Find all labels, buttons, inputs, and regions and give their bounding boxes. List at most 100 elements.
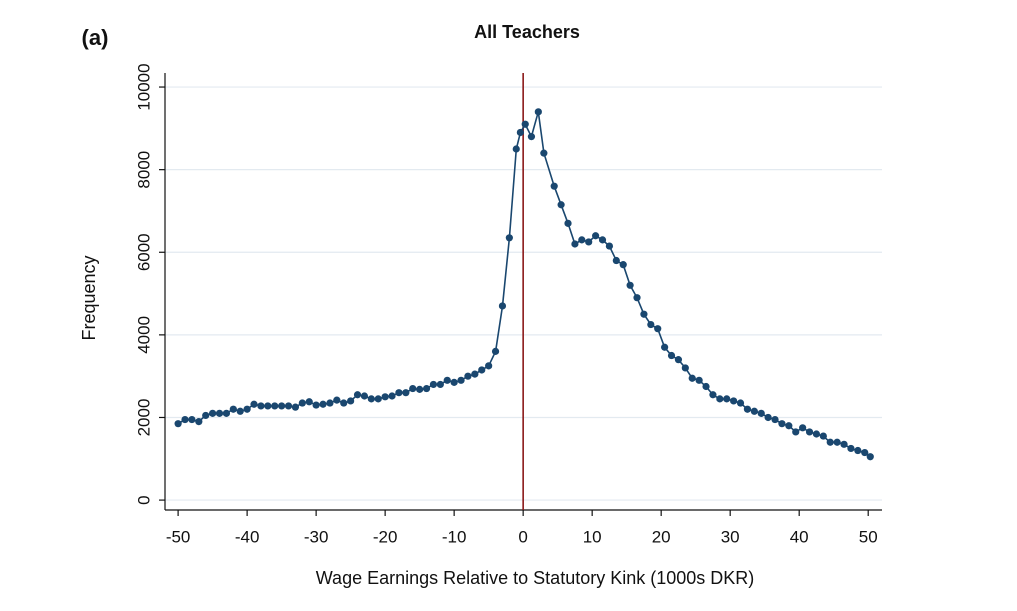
data-point xyxy=(278,402,286,410)
data-point xyxy=(612,256,620,265)
data-point xyxy=(464,372,472,380)
data-point xyxy=(736,399,745,407)
data-point xyxy=(436,380,444,389)
data-point xyxy=(812,430,821,438)
data-point xyxy=(861,448,869,457)
data-point xyxy=(457,376,465,384)
x-tick-label: 50 xyxy=(859,527,878,546)
data-point xyxy=(792,428,800,436)
data-point xyxy=(478,366,486,374)
data-point xyxy=(626,281,634,289)
data-point xyxy=(534,108,542,116)
data-point xyxy=(540,149,548,157)
data-point xyxy=(429,380,438,389)
data-point xyxy=(521,120,529,128)
data-point xyxy=(730,397,738,405)
data-point xyxy=(757,409,765,417)
y-tick-label: 4000 xyxy=(134,316,153,354)
data-point xyxy=(202,411,210,420)
data-point xyxy=(381,393,389,401)
data-point xyxy=(422,384,431,393)
data-point xyxy=(443,376,451,384)
x-tick-label: -40 xyxy=(235,527,260,546)
data-point xyxy=(716,395,724,403)
data-point xyxy=(654,325,662,333)
data-point xyxy=(333,396,341,404)
data-point xyxy=(215,409,224,417)
data-point xyxy=(667,351,676,360)
x-tick-label: -30 xyxy=(304,527,329,546)
data-point xyxy=(516,128,524,137)
y-tick-label: 6000 xyxy=(134,233,153,271)
data-point xyxy=(229,405,237,413)
data-point xyxy=(257,402,265,410)
x-tick-label: -10 xyxy=(442,527,467,546)
data-point xyxy=(771,415,779,424)
data-point xyxy=(319,400,327,408)
data-point xyxy=(819,432,827,440)
y-tick-label: 2000 xyxy=(134,399,153,437)
data-point xyxy=(471,370,479,378)
data-point xyxy=(527,133,536,141)
data-point xyxy=(360,392,369,400)
data-point xyxy=(564,219,572,227)
data-point xyxy=(854,446,862,455)
data-point xyxy=(633,294,641,302)
panel-label: (a) xyxy=(82,25,109,50)
data-point xyxy=(374,395,382,403)
data-point xyxy=(709,391,717,399)
data-point xyxy=(805,428,814,436)
y-axis-label: Frequency xyxy=(79,255,99,340)
data-point xyxy=(491,347,500,355)
y-tick-label: 10000 xyxy=(134,63,153,110)
data-point xyxy=(195,418,203,426)
x-tick-label: -50 xyxy=(166,527,191,546)
data-point xyxy=(592,232,600,240)
data-point xyxy=(209,409,217,417)
x-tick-label: 40 xyxy=(790,527,809,546)
data-point xyxy=(695,376,703,384)
x-tick-label: 10 xyxy=(583,527,602,546)
data-point xyxy=(340,399,348,407)
data-point xyxy=(750,407,758,415)
data-point xyxy=(598,236,607,244)
data-point xyxy=(647,320,655,329)
data-point xyxy=(298,399,306,407)
data-point xyxy=(291,403,300,411)
data-point xyxy=(243,405,251,413)
data-point xyxy=(840,440,848,448)
data-point xyxy=(236,407,244,415)
data-point xyxy=(743,405,752,413)
data-point xyxy=(402,389,410,397)
data-point xyxy=(866,453,874,461)
y-tick-label: 0 xyxy=(134,495,153,504)
data-point xyxy=(605,242,614,250)
data-point xyxy=(557,201,565,209)
data-point xyxy=(416,385,424,393)
data-point xyxy=(498,302,507,310)
data-point xyxy=(395,389,403,397)
data-point xyxy=(785,422,793,430)
data-point xyxy=(723,395,731,403)
data-point xyxy=(764,413,772,422)
data-point xyxy=(847,444,855,453)
y-tick-label: 8000 xyxy=(134,151,153,189)
data-point xyxy=(409,384,417,393)
data-point xyxy=(271,402,279,410)
data-point xyxy=(485,362,493,370)
data-point xyxy=(702,382,710,391)
data-point xyxy=(833,438,841,446)
data-point xyxy=(571,240,579,248)
x-axis-label: Wage Earnings Relative to Statutory Kink… xyxy=(316,568,755,588)
data-point xyxy=(450,378,458,386)
data-point xyxy=(181,415,189,424)
data-point xyxy=(826,438,834,446)
data-point xyxy=(681,364,689,372)
data-point xyxy=(305,398,313,406)
data-point xyxy=(578,236,586,244)
data-point xyxy=(388,392,396,400)
data-point xyxy=(250,400,258,408)
data-point xyxy=(326,399,334,407)
x-tick-label: 20 xyxy=(652,527,671,546)
